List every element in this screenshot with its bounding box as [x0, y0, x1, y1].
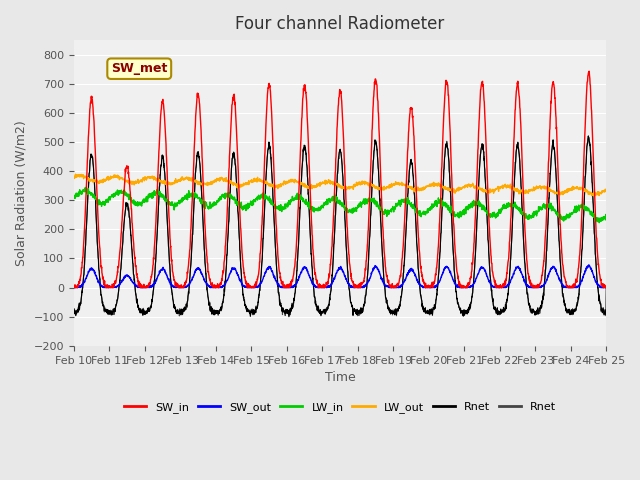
X-axis label: Time: Time — [324, 371, 355, 384]
Text: SW_met: SW_met — [111, 62, 168, 75]
Title: Four channel Radiometer: Four channel Radiometer — [236, 15, 445, 33]
Y-axis label: Solar Radiation (W/m2): Solar Radiation (W/m2) — [15, 120, 28, 266]
Legend: SW_in, SW_out, LW_in, LW_out, Rnet, Rnet: SW_in, SW_out, LW_in, LW_out, Rnet, Rnet — [120, 397, 561, 417]
